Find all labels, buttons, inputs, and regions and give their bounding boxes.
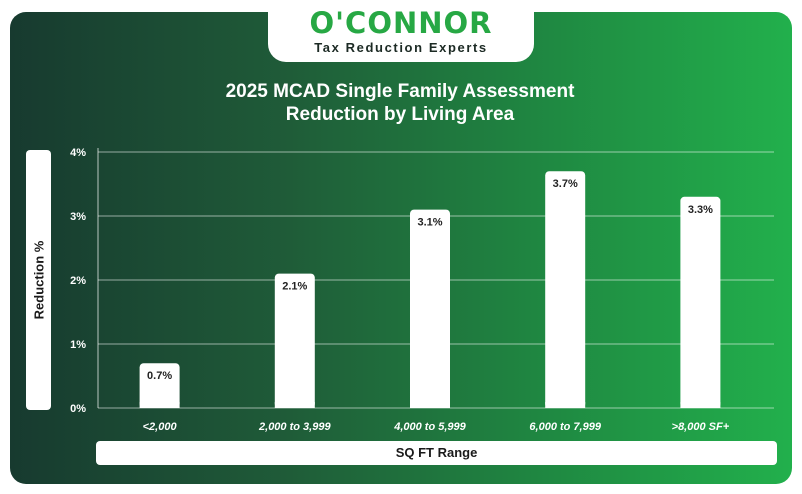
data-label: 3.7% [553,178,578,190]
data-label: 2.1% [282,281,307,293]
logo-brand: O'CONNOR [309,6,493,40]
chart-title: 2025 MCAD Single Family Assessment Reduc… [150,80,650,126]
bar-base [274,402,315,408]
y-tick-label: 2% [70,275,86,287]
bar [410,209,450,408]
chart-title-line-1: 2025 MCAD Single Family Assessment [225,81,575,102]
logo-tagline: Tax Reduction Experts [314,40,488,55]
logo: O'CONNOR Tax Reduction Experts [268,0,534,62]
y-tick-label: 0% [70,403,86,415]
x-tick-label: <2,000 [143,421,178,433]
bar [545,171,586,408]
x-tick-label: 6,000 to 7,999 [529,421,601,433]
y-tick-label: 3% [70,211,86,223]
x-tick-label: 4,000 to 5,999 [393,421,466,433]
data-label: 3.3% [688,204,713,216]
bar-base [139,402,180,408]
bar [139,363,180,408]
x-tick-label: >8,000 SF+ [672,421,730,433]
x-tick-label: 2,000 to 3,999 [258,421,331,433]
bar [274,273,315,408]
x-axis-label: SQ FT Range [96,441,777,465]
chart-title-line-2: Reduction by Living Area [285,104,515,125]
data-label: 0.7% [147,370,172,382]
bar-base [410,402,450,408]
bar [680,196,721,408]
data-label: 3.1% [417,217,442,229]
bar-base [545,402,586,408]
bar-base [680,402,721,408]
y-tick-label: 1% [70,339,86,351]
y-tick-label: 4% [70,147,86,159]
y-axis-label-box: Reduction % [26,150,51,410]
